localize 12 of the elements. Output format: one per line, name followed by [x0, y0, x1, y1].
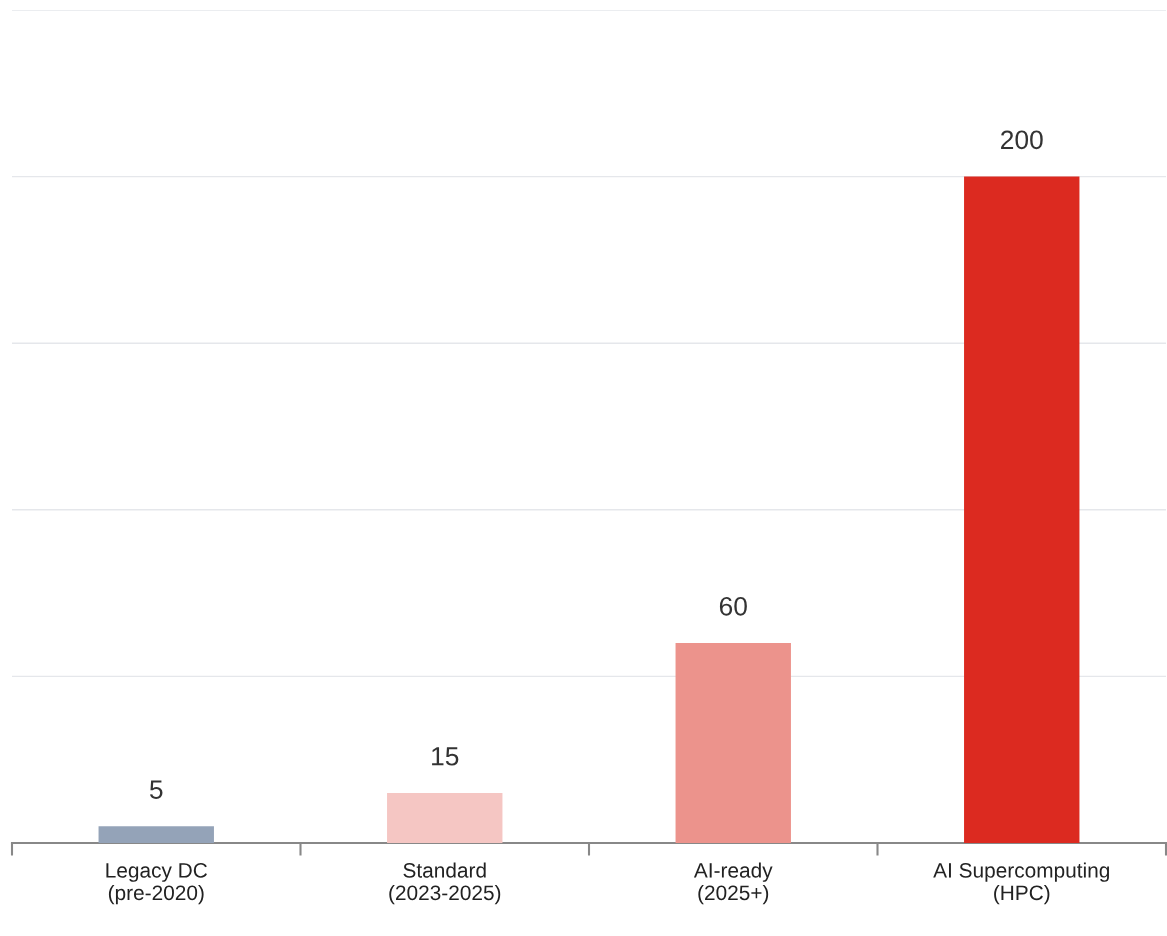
- bar: [387, 793, 503, 843]
- data-label: 60: [719, 596, 747, 616]
- data-label: 5: [149, 780, 163, 799]
- bar: [675, 643, 791, 843]
- x-tick-label: AI Supercomputing (HPC): [933, 862, 1110, 905]
- data-label: 15: [432, 747, 459, 766]
- bar: [98, 826, 214, 843]
- x-tick-label: Standard (2023-2025): [389, 862, 501, 905]
- bar: [964, 176, 1080, 843]
- x-tick-label: AI-ready (2025+): [693, 862, 773, 905]
- x-tick-label: Legacy DC (pre-2020): [106, 862, 207, 905]
- data-label: 200: [1001, 130, 1043, 150]
